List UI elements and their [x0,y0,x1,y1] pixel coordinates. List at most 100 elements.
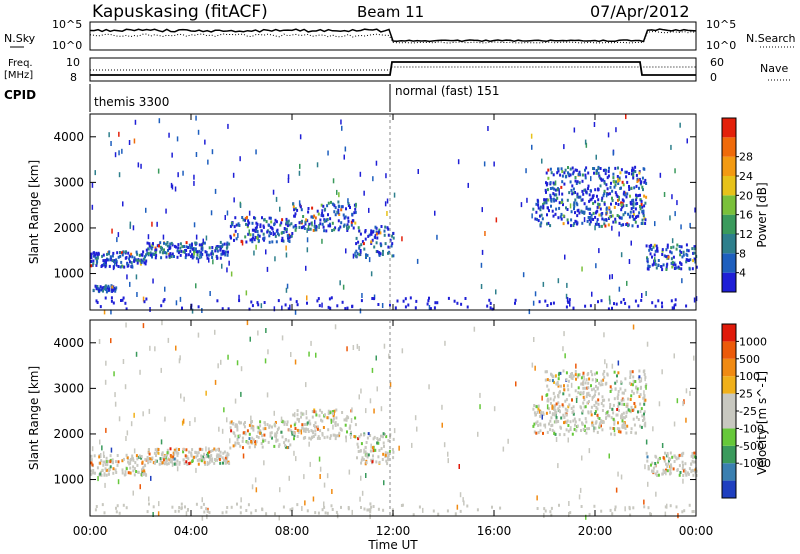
scatter-cell [178,358,181,364]
scatter-cell [177,172,179,178]
range-gate-cell [359,249,362,252]
range-gate-cell [534,217,537,221]
range-gate-cell [592,201,595,205]
range-gate-cell [651,255,653,259]
range-gate-cell [583,398,586,402]
range-gate-cell [374,448,377,452]
range-gate-cell [127,460,130,464]
range-gate-cell [365,461,368,465]
range-gate-cell [207,462,210,466]
scatter-cell [689,390,691,396]
scatter-cell [300,429,303,435]
range-gate-cell [351,219,354,223]
scatter-cell [481,249,484,255]
near-range-cell [96,301,99,304]
range-gate-cell [609,210,612,214]
range-gate-cell [334,424,337,427]
y-tick-label: 4000 [53,336,84,350]
range-gate-cell [621,419,624,423]
range-gate-cell [680,245,683,249]
range-gate-cell [620,216,623,220]
scatter-cell [520,202,523,208]
range-gate-cell [555,420,558,424]
range-gate-cell [684,462,687,466]
range-gate-cell [392,437,395,441]
near-range-cell [282,505,285,509]
range-gate-cell [600,198,603,202]
range-gate-cell [640,203,643,206]
range-gate-cell [387,233,390,237]
range-gate-cell [666,452,669,455]
range-gate-cell [603,201,606,205]
range-gate-cell [617,421,619,425]
range-gate-cell [578,418,581,422]
range-gate-cell [113,259,116,263]
range-gate-cell [620,416,622,420]
range-gate-cell [153,253,156,256]
range-gate-cell [107,459,110,463]
range-gate-cell [291,432,294,436]
colorbar-tick-label: 16 [739,209,753,222]
range-gate-cell [200,251,203,255]
range-gate-cell [173,448,176,452]
range-gate-cell [555,207,558,211]
near-range-cell [330,504,333,508]
scatter-cell [632,324,635,330]
range-gate-cell [141,470,144,474]
colorbar-segment [722,272,736,292]
range-gate-cell [597,202,600,206]
range-gate-cell [248,445,251,449]
scatter-cell [365,408,367,414]
near-range-cell [116,504,119,508]
range-gate-cell [287,236,289,240]
range-gate-cell [217,448,220,452]
range-gate-cell [582,428,585,431]
scatter-cell [447,458,449,464]
range-gate-cell [305,416,308,420]
scatter-cell [566,297,569,302]
scatter-cell [595,263,597,269]
range-gate-cell [652,245,655,249]
range-gate-cell [353,211,356,215]
range-gate-cell [138,454,141,458]
scatter-cell [604,359,606,365]
range-gate-cell [170,241,173,245]
y-tick-label: 1000 [53,473,84,487]
range-gate-cell [294,224,297,227]
scatter-cell [318,456,321,462]
range-gate-cell [560,426,562,430]
range-gate-cell [651,263,654,267]
range-gate-cell [626,192,629,196]
range-gate-cell [263,218,266,222]
range-gate-cell [309,422,312,426]
range-gate-cell [298,221,301,225]
range-gate-cell [177,251,180,255]
range-gate-cell [594,412,597,415]
range-gate-cell [643,412,645,416]
range-gate-cell [226,253,229,257]
range-gate-cell [564,399,567,403]
range-gate-cell [169,246,172,250]
range-gate-cell [201,248,204,252]
range-gate-cell [254,216,257,220]
scatter-cell [254,477,257,483]
range-gate-cell [319,218,322,222]
range-gate-cell [300,415,302,419]
near-range-cell [145,297,148,301]
scatter-cell [416,426,418,432]
near-range-cell [550,302,552,306]
range-gate-cell [271,436,273,440]
range-gate-cell [621,198,624,202]
range-gate-cell [625,170,628,174]
range-gate-cell [111,285,114,289]
range-gate-cell [584,417,587,421]
range-gate-cell [693,251,696,255]
freq-tick-high: 10 [66,56,80,69]
range-gate-cell [197,451,200,455]
range-gate-cell [572,170,575,174]
range-gate-cell [121,253,124,257]
range-gate-cell [259,431,262,435]
range-gate-cell [545,171,548,175]
range-gate-cell [226,451,229,455]
scatter-cell [290,352,292,357]
